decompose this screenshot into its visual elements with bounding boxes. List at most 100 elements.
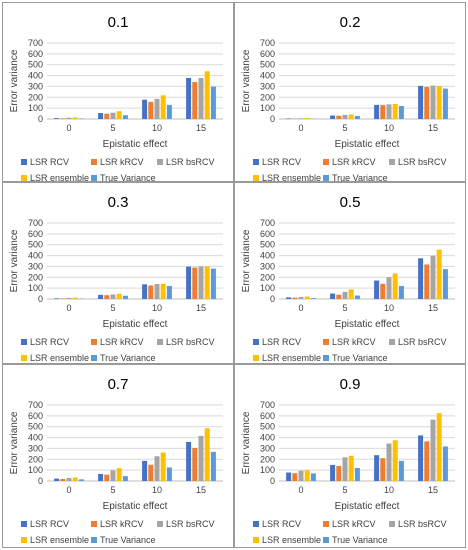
bar-lsr-ensemble-15 xyxy=(204,71,210,119)
x-tick-label: 0 xyxy=(298,123,303,133)
bar-lsr-bsrcv-5 xyxy=(110,294,116,299)
legend-swatch xyxy=(253,159,259,165)
bar-lsr-bsrcv-10 xyxy=(154,98,160,119)
bar-true-variance-10 xyxy=(166,467,172,481)
y-tick-label: 400 xyxy=(28,251,43,261)
legend-swatch xyxy=(323,175,329,181)
legend-swatch xyxy=(157,521,163,527)
y-tick-label: 300 xyxy=(260,261,275,271)
bar-lsr-bsrcv-15 xyxy=(198,435,204,481)
bar-lsr-krcv-5 xyxy=(336,294,342,299)
x-axis-label: Epistatic effect xyxy=(335,139,400,150)
bar-lsr-krcv-5 xyxy=(104,474,110,481)
bar-lsr-rcv-10 xyxy=(374,104,380,119)
bar-true-variance-10 xyxy=(398,460,404,481)
y-axis-label: Error variance xyxy=(241,49,252,112)
bar-true-variance-15 xyxy=(210,451,216,481)
y-tick-label: 100 xyxy=(260,103,275,113)
chart-panel-1: 0.2 0 100 200 300 400 500 600 700 Error variance 0… xyxy=(234,2,466,182)
chart-title: 0.7 xyxy=(108,376,129,393)
y-tick-label: 700 xyxy=(260,218,275,228)
legend-swatch xyxy=(21,339,27,345)
bar-lsr-krcv-10 xyxy=(380,283,386,299)
legend-swatch xyxy=(253,339,259,345)
bar-lsr-bsrcv-5 xyxy=(110,470,116,481)
bar-lsr-ensemble-5 xyxy=(116,468,122,481)
bar-lsr-rcv-10 xyxy=(142,460,148,481)
legend-swatch xyxy=(323,537,329,543)
y-tick-label: 400 xyxy=(28,71,43,81)
bar-lsr-ensemble-10 xyxy=(160,95,166,119)
y-tick-label: 600 xyxy=(28,411,43,421)
legend-label: LSR kRCV xyxy=(332,337,376,347)
y-tick-label: 400 xyxy=(260,251,275,261)
bar-lsr-ensemble-0 xyxy=(304,470,310,481)
legend-swatch xyxy=(253,521,259,527)
bar-lsr-rcv-5 xyxy=(330,115,336,119)
bar-lsr-ensemble-0 xyxy=(72,297,78,299)
bar-true-variance-15 xyxy=(442,88,448,119)
y-tick-label: 600 xyxy=(260,229,275,239)
legend-swatch xyxy=(389,521,395,527)
y-axis-label: Error variance xyxy=(241,411,252,474)
chart-title: 0.9 xyxy=(340,376,361,393)
legend-label: True Variance xyxy=(332,353,388,363)
x-axis-label: Epistatic effect xyxy=(103,501,168,512)
bar-lsr-krcv-0 xyxy=(60,298,66,299)
bar-lsr-krcv-15 xyxy=(192,267,198,299)
bar-lsr-ensemble-15 xyxy=(204,428,210,481)
bar-true-variance-15 xyxy=(442,446,448,481)
y-tick-label: 0 xyxy=(38,114,43,124)
bar-true-variance-0 xyxy=(78,118,84,119)
bar-lsr-krcv-5 xyxy=(336,115,342,119)
bar-lsr-bsrcv-0 xyxy=(298,118,304,119)
bar-lsr-bsrcv-15 xyxy=(198,266,204,299)
y-axis-label: Error variance xyxy=(9,229,20,292)
legend-label: LSR RCV xyxy=(262,519,301,529)
legend-swatch xyxy=(323,521,329,527)
bar-true-variance-5 xyxy=(122,115,128,119)
x-axis-label: Epistatic effect xyxy=(103,319,168,330)
x-tick-label: 15 xyxy=(428,303,438,313)
y-tick-label: 100 xyxy=(28,283,43,293)
y-tick-label: 100 xyxy=(28,103,43,113)
bar-lsr-krcv-15 xyxy=(424,264,430,299)
bar-lsr-krcv-0 xyxy=(292,473,298,481)
legend-label: LSR kRCV xyxy=(100,519,144,529)
bar-true-variance-5 xyxy=(354,295,360,299)
bar-lsr-krcv-10 xyxy=(148,285,154,299)
x-tick-label: 15 xyxy=(428,485,438,495)
y-tick-label: 300 xyxy=(260,81,275,91)
y-tick-label: 0 xyxy=(38,476,43,486)
x-tick-label: 5 xyxy=(342,485,347,495)
legend-swatch xyxy=(253,175,259,181)
legend-label: LSR kRCV xyxy=(100,157,144,167)
x-tick-label: 0 xyxy=(298,303,303,313)
bar-lsr-rcv-15 xyxy=(186,77,192,119)
legend-label: True Variance xyxy=(332,535,388,545)
bar-lsr-krcv-15 xyxy=(192,82,198,119)
legend-label: LSR kRCV xyxy=(100,337,144,347)
bar-lsr-bsrcv-0 xyxy=(66,477,72,481)
x-tick-label: 10 xyxy=(152,303,162,313)
legend-label: True Variance xyxy=(100,173,156,181)
y-tick-label: 500 xyxy=(260,60,275,70)
chart-title: 0.3 xyxy=(108,194,129,211)
y-tick-label: 200 xyxy=(28,272,43,282)
y-tick-label: 500 xyxy=(28,60,43,70)
bar-lsr-ensemble-0 xyxy=(304,118,310,119)
bar-true-variance-5 xyxy=(354,115,360,119)
bar-lsr-rcv-0 xyxy=(286,472,292,481)
bar-lsr-rcv-5 xyxy=(98,473,104,481)
y-tick-label: 600 xyxy=(28,229,43,239)
y-tick-label: 600 xyxy=(260,411,275,421)
y-tick-label: 0 xyxy=(270,114,275,124)
bar-lsr-bsrcv-5 xyxy=(342,114,348,119)
bar-lsr-bsrcv-15 xyxy=(430,255,436,299)
bar-lsr-rcv-15 xyxy=(418,258,424,299)
y-tick-label: 200 xyxy=(260,454,275,464)
bar-true-variance-0 xyxy=(78,479,84,481)
